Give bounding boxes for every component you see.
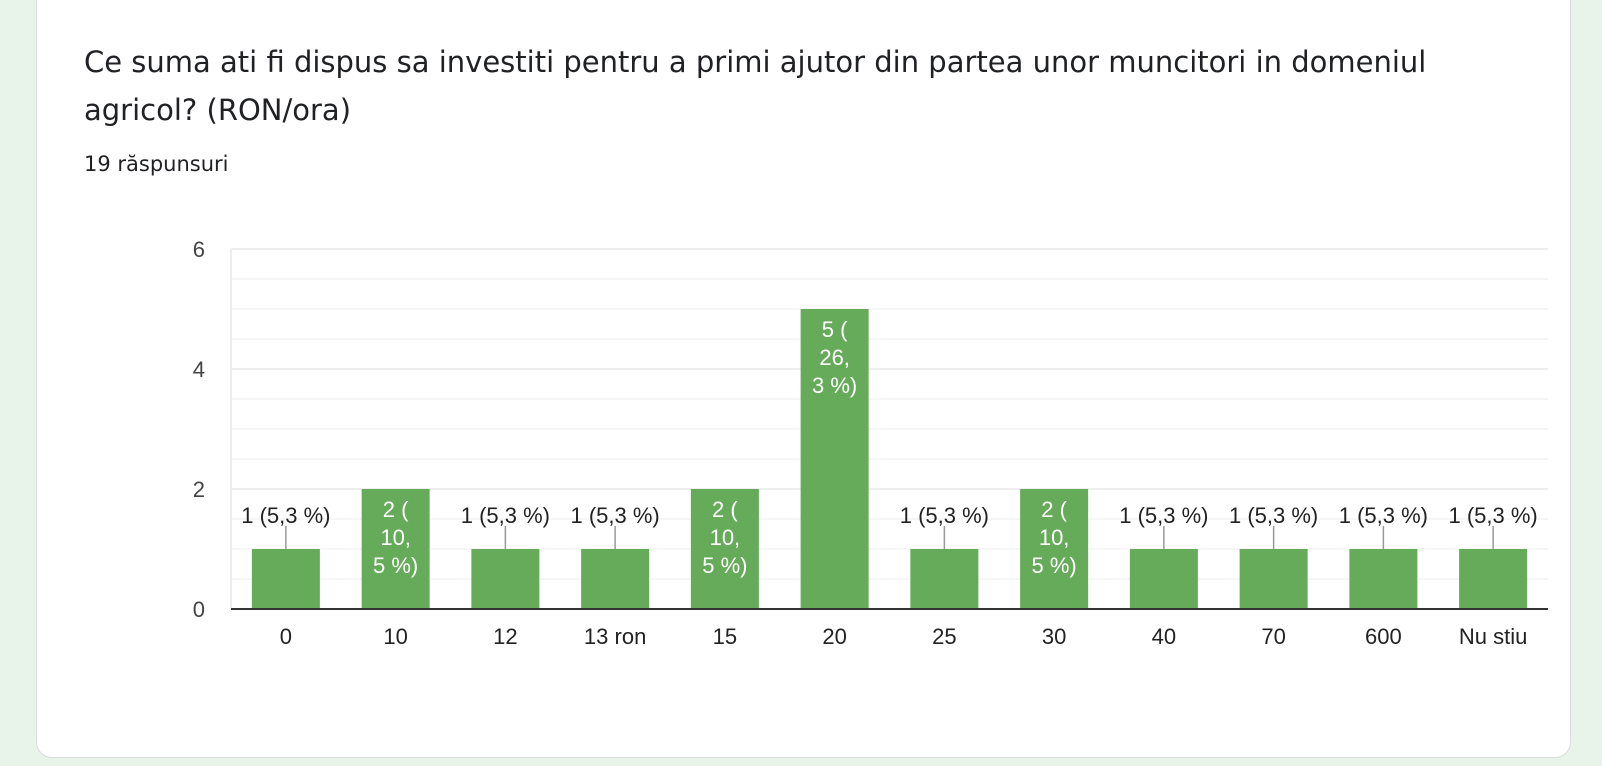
y-tick-label: 6: [193, 237, 205, 262]
data-label: 2 (10, 5 %): [1032, 497, 1077, 578]
data-label: 1 (5,3 %): [241, 503, 330, 528]
bar: [1349, 549, 1418, 609]
bar: [581, 549, 650, 609]
bar: [1239, 549, 1308, 609]
data-label: 1 (5,3 %): [1339, 503, 1428, 528]
x-category-label: 12: [493, 624, 517, 649]
data-label: 1 (5,3 %): [1448, 503, 1537, 528]
bar: [1020, 489, 1089, 609]
x-category-label: 30: [1042, 624, 1066, 649]
x-category-label: 70: [1261, 624, 1285, 649]
data-label: 1 (5,3 %): [1229, 503, 1318, 528]
bar: [251, 549, 320, 609]
data-label: 1 (5,3 %): [1119, 503, 1208, 528]
bar: [690, 489, 759, 609]
x-category-label: 25: [932, 624, 956, 649]
x-category-label: 600: [1365, 624, 1402, 649]
bar: [910, 549, 979, 609]
x-category-label: 0: [280, 624, 292, 649]
bar: [1129, 549, 1198, 609]
data-label: 1 (5,3 %): [900, 503, 989, 528]
x-category-label: Nu stiu: [1459, 624, 1527, 649]
x-category-label: 13 ron: [584, 624, 646, 649]
data-label: 1 (5,3 %): [461, 503, 550, 528]
x-category-label: 10: [383, 624, 407, 649]
data-label: 2 (10, 5 %): [702, 497, 747, 578]
bar: [800, 309, 869, 609]
x-category-label: 20: [822, 624, 846, 649]
y-tick-label: 2: [193, 477, 205, 502]
bar: [361, 489, 430, 609]
question-title: Ce suma ati fi dispus sa investiti pentr…: [84, 45, 1427, 127]
x-category-label: 15: [713, 624, 737, 649]
x-category-label: 40: [1152, 624, 1176, 649]
data-label: 1 (5,3 %): [570, 503, 659, 528]
bar: [471, 549, 540, 609]
y-tick-label: 4: [193, 357, 205, 382]
response-count: 19 răspunsuri: [84, 152, 229, 176]
data-label: 5 (26, 3 %): [812, 317, 857, 398]
bar: [1459, 549, 1528, 609]
y-tick-label: 0: [193, 597, 205, 622]
data-label: 2 (10, 5 %): [373, 497, 418, 578]
